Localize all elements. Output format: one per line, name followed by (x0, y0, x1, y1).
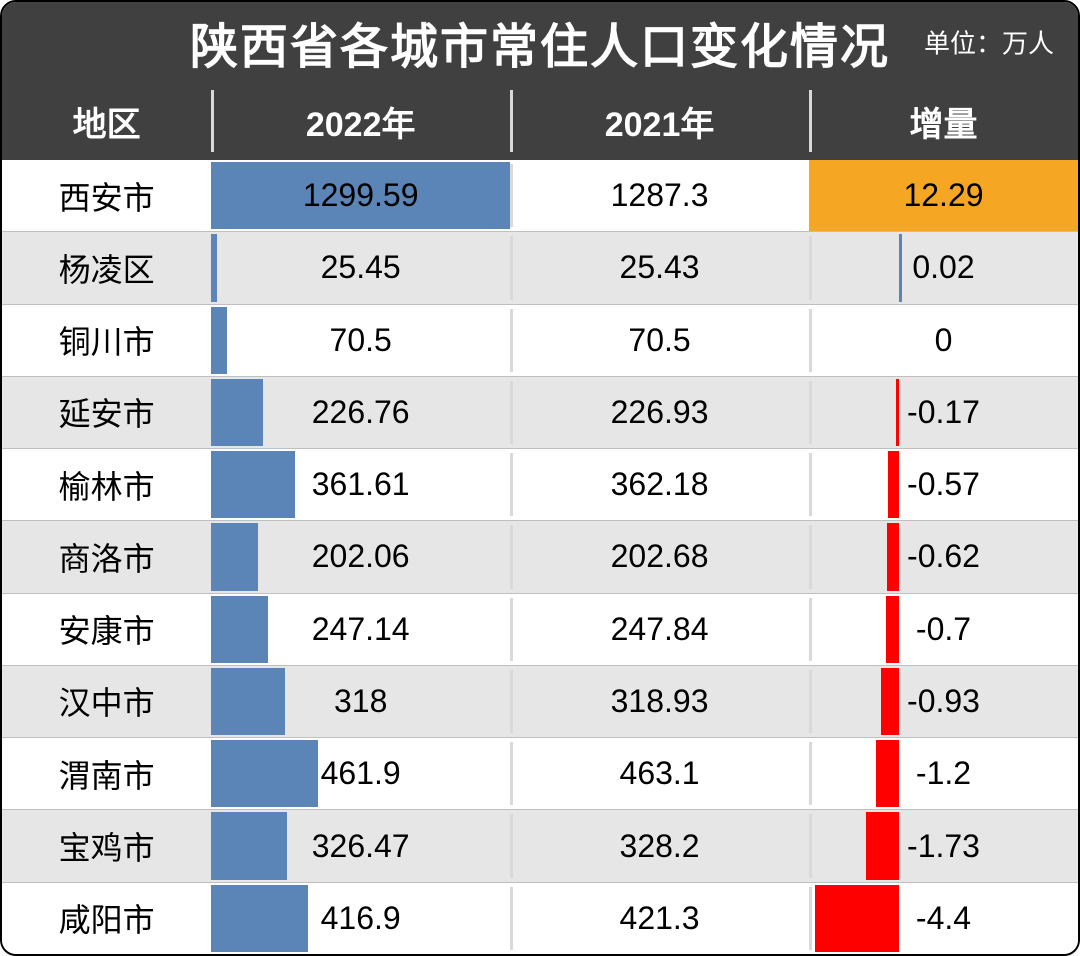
table-row: 宝鸡市326.47 328.2 -1.73 (2, 809, 1078, 881)
cell-2021: 362.18 (510, 449, 809, 520)
cell-2022: 247.14 (211, 594, 510, 665)
table-row: 延安市226.76 226.93 -0.17 (2, 376, 1078, 448)
cell-delta: -0.93 (809, 666, 1078, 737)
cell-region: 杨凌区 (2, 232, 211, 303)
table-body: 西安市1299.59 1287.3 12.29 杨凌区25.45 25.43 0.02 铜川… (2, 160, 1078, 954)
table-title: 陕西省各城市常住人口变化情况 (190, 7, 890, 77)
cell-region: 汉中市 (2, 666, 211, 737)
value-delta: -0.57 (809, 466, 1078, 503)
table-row: 汉中市318 318.93 -0.93 (2, 665, 1078, 737)
cell-2022: 361.61 (211, 449, 510, 520)
cell-delta: -0.62 (809, 521, 1078, 592)
value-2021: 226.93 (611, 394, 709, 431)
unit-label: 单位：万人 (924, 24, 1054, 61)
cell-delta: -0.17 (809, 377, 1078, 448)
value-delta: -0.17 (809, 394, 1078, 431)
cell-2022: 25.45 (211, 232, 510, 303)
value-2022: 461.9 (211, 755, 510, 792)
value-delta: -0.62 (809, 538, 1078, 575)
cell-2021: 463.1 (510, 738, 809, 809)
table-row: 榆林市361.61 362.18 -0.57 (2, 448, 1078, 520)
value-2022: 361.61 (211, 466, 510, 503)
cell-2022: 416.9 (211, 883, 510, 954)
table-row: 咸阳市416.9 421.3 -4.4 (2, 882, 1078, 954)
value-2022: 1299.59 (211, 177, 510, 214)
value-2022: 416.9 (211, 900, 510, 937)
value-delta: -0.7 (809, 611, 1078, 648)
table-row: 渭南市461.9 463.1 -1.2 (2, 737, 1078, 809)
cell-region: 延安市 (2, 377, 211, 448)
cell-region: 宝鸡市 (2, 810, 211, 881)
cell-region: 西安市 (2, 160, 211, 231)
title-row: 陕西省各城市常住人口变化情况 单位：万人 (2, 2, 1078, 82)
cell-2021: 421.3 (510, 883, 809, 954)
cell-2022: 326.47 (211, 810, 510, 881)
value-delta: 12.29 (809, 177, 1078, 214)
value-2021: 70.5 (628, 322, 690, 359)
value-2022: 25.45 (211, 249, 510, 286)
value-2022: 202.06 (211, 538, 510, 575)
table-row: 西安市1299.59 1287.3 12.29 (2, 160, 1078, 231)
cell-2022: 318 (211, 666, 510, 737)
table-row: 杨凌区25.45 25.43 0.02 (2, 231, 1078, 303)
cell-region: 咸阳市 (2, 883, 211, 954)
cell-2021: 247.84 (510, 594, 809, 665)
value-2022: 226.76 (211, 394, 510, 431)
cell-2022: 70.5 (211, 305, 510, 376)
value-2022: 247.14 (211, 611, 510, 648)
cell-region: 商洛市 (2, 521, 211, 592)
value-2021: 247.84 (611, 611, 709, 648)
cell-region: 铜川市 (2, 305, 211, 376)
cell-2022: 202.06 (211, 521, 510, 592)
cell-2021: 202.68 (510, 521, 809, 592)
cell-delta: -4.4 (809, 883, 1078, 954)
value-2022: 318 (211, 683, 510, 720)
value-2021: 202.68 (611, 538, 709, 575)
cell-region: 渭南市 (2, 738, 211, 809)
cell-2021: 318.93 (510, 666, 809, 737)
cell-delta: -0.57 (809, 449, 1078, 520)
cell-delta: 0.02 (809, 232, 1078, 303)
header-2022: 2022年 (211, 82, 510, 160)
value-delta: -1.2 (809, 755, 1078, 792)
value-delta: 0 (809, 322, 1078, 359)
cell-2022: 461.9 (211, 738, 510, 809)
population-table: 陕西省各城市常住人口变化情况 单位：万人 地区 2022年 2021年 增量 西… (0, 0, 1080, 956)
cell-delta: -1.2 (809, 738, 1078, 809)
value-2021: 362.18 (611, 466, 709, 503)
cell-2021: 226.93 (510, 377, 809, 448)
cell-delta: 0 (809, 305, 1078, 376)
cell-2022: 226.76 (211, 377, 510, 448)
cell-2021: 1287.3 (510, 160, 809, 231)
value-2021: 328.2 (620, 828, 700, 865)
cell-delta: 12.29 (809, 160, 1078, 231)
cell-delta: -1.73 (809, 810, 1078, 881)
cell-2021: 25.43 (510, 232, 809, 303)
cell-2021: 70.5 (510, 305, 809, 376)
cell-region: 榆林市 (2, 449, 211, 520)
table-row: 铜川市70.570.50 (2, 304, 1078, 376)
header-region: 地区 (2, 82, 211, 160)
table-row: 安康市247.14 247.84 -0.7 (2, 593, 1078, 665)
cell-2022: 1299.59 (211, 160, 510, 231)
header-2021: 2021年 (510, 82, 809, 160)
value-delta: 0.02 (809, 249, 1078, 286)
column-headers: 地区 2022年 2021年 增量 (2, 82, 1078, 160)
value-2021: 318.93 (611, 683, 709, 720)
value-2022: 70.5 (211, 322, 510, 359)
value-2021: 421.3 (620, 900, 700, 937)
cell-2021: 328.2 (510, 810, 809, 881)
value-delta: -0.93 (809, 683, 1078, 720)
value-2021: 463.1 (620, 755, 700, 792)
value-2022: 326.47 (211, 828, 510, 865)
cell-region: 安康市 (2, 594, 211, 665)
value-2021: 1287.3 (611, 177, 709, 214)
table-row: 商洛市202.06 202.68 -0.62 (2, 520, 1078, 592)
value-delta: -4.4 (809, 900, 1078, 937)
value-2021: 25.43 (620, 249, 700, 286)
value-delta: -1.73 (809, 828, 1078, 865)
cell-delta: -0.7 (809, 594, 1078, 665)
header-delta: 增量 (809, 82, 1078, 160)
